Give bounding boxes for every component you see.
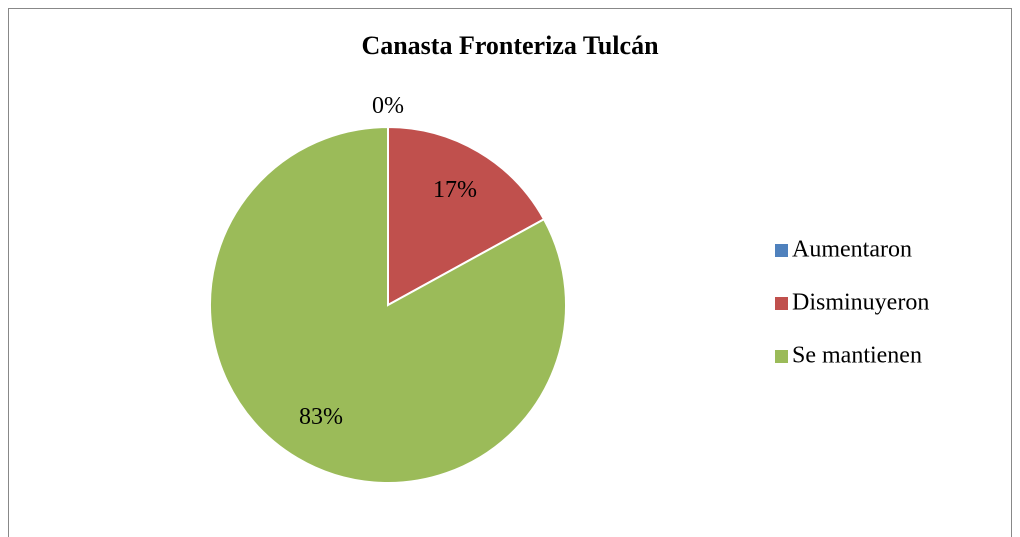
pie-slice [209,125,567,484]
chart-title: Canasta Fronteriza Tulcán [361,31,659,60]
legend-swatch [775,297,788,310]
data-label: 0% [372,93,404,119]
legend-label: Aumentaron [792,237,912,263]
legend-swatch [775,244,788,257]
pie-slice [387,125,546,307]
data-label: 83% [299,404,343,430]
legend-label: Disminuyeron [792,290,929,316]
legend-swatch [775,350,788,363]
legend-label: Se mantienen [792,343,922,369]
data-label: 17% [433,177,477,203]
